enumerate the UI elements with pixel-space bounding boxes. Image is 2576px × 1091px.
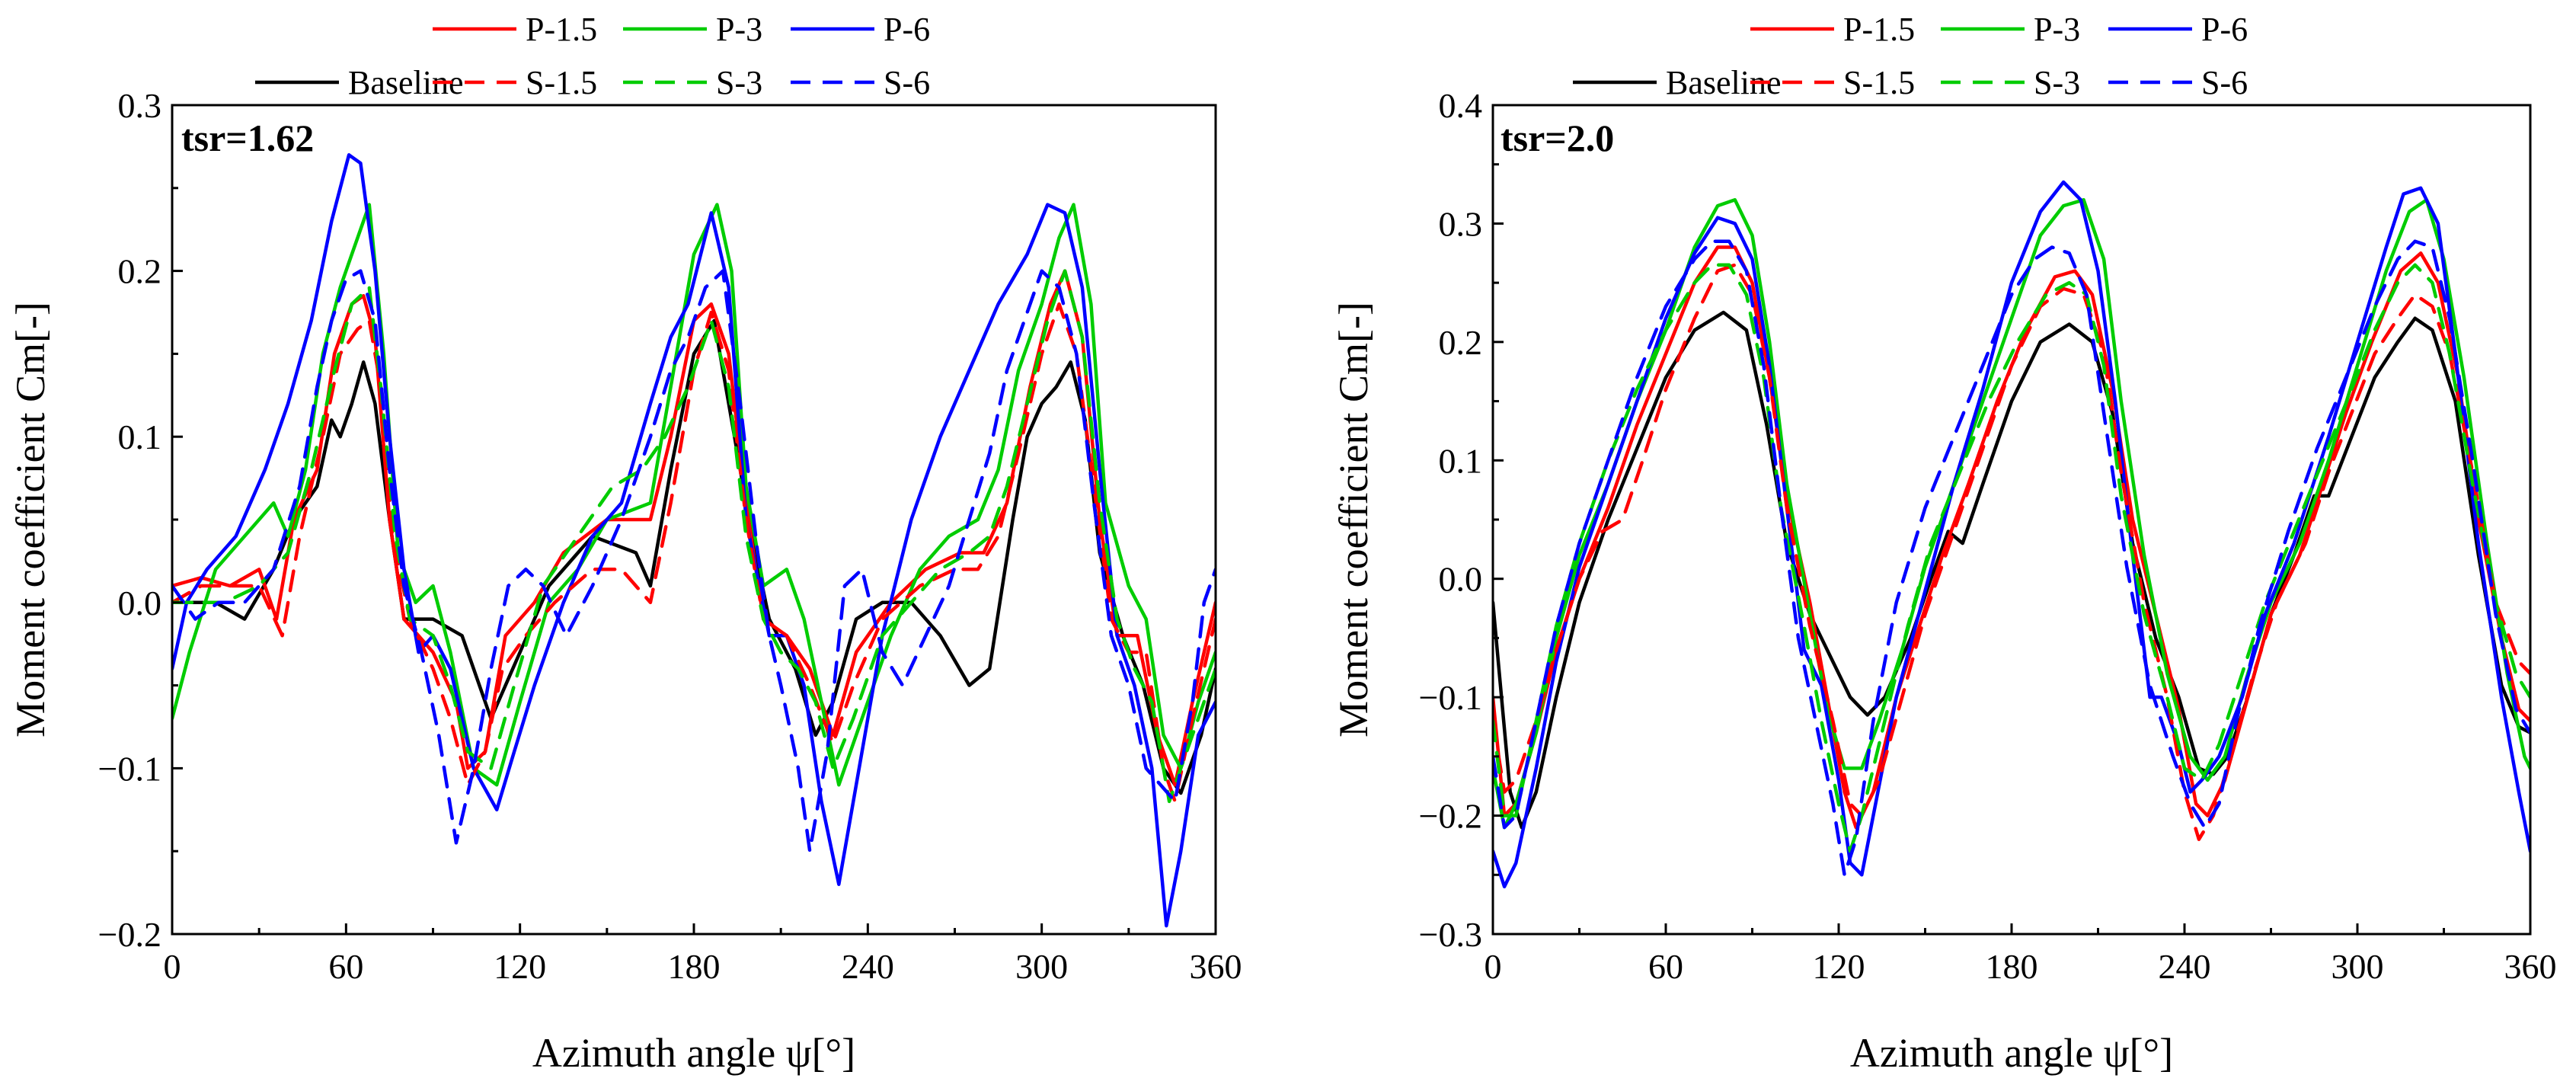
y-tick-label: −0.3	[1419, 915, 1482, 954]
x-tick-label: 300	[2332, 947, 2384, 986]
series-line-s-6	[172, 269, 1216, 853]
legend-label: S-3	[716, 64, 762, 101]
y-tick-label: −0.1	[1419, 678, 1482, 717]
series-group	[1493, 180, 2530, 889]
series-line-s-3	[172, 269, 1216, 804]
legend-item-s-6: S-6	[791, 64, 930, 101]
series-line-s-1-5	[1493, 263, 2530, 841]
legend-label: P-3	[2034, 11, 2080, 48]
y-tick-label: −0.2	[98, 915, 161, 954]
x-tick-label: 360	[1190, 947, 1242, 986]
legend-item-baseline: Baseline	[1573, 64, 1782, 101]
series-line-p-1-5	[1493, 245, 2530, 830]
x-tick-label: 0	[164, 947, 181, 986]
plot-frame	[1491, 104, 2532, 936]
x-axis-label: Azimuth angle ψ[°]	[532, 1030, 855, 1076]
series-line-baseline	[172, 318, 1216, 795]
legend-label: S-6	[2201, 64, 2248, 101]
x-tick-label: 180	[1986, 947, 2038, 986]
x-tick-label: 240	[2159, 947, 2211, 986]
tsr-annotation: tsr=2.0	[1501, 117, 1614, 159]
y-tick-label: −0.1	[98, 749, 161, 788]
y-tick-label: 0.4	[1439, 86, 1483, 125]
y-tick-label: 0.2	[118, 252, 162, 291]
series-group	[172, 153, 1216, 928]
legend-item-s-1-5: S-1.5	[1750, 64, 1915, 101]
legend-item-p-1-5: P-1.5	[1750, 11, 1915, 48]
x-tick-label: 60	[328, 947, 363, 986]
series-line-p-6	[1493, 180, 2530, 889]
legend-item-baseline: Baseline	[255, 64, 464, 101]
legend-item-p-3: P-3	[623, 11, 762, 48]
legend-label: S-1.5	[526, 64, 597, 101]
x-tick-label: 0	[1485, 947, 1502, 986]
tsr-annotation: tsr=1.62	[181, 117, 314, 159]
chart-panel-tsr-1-62: 0 60 120 180 240 300 360 −0.2 −0.1 0.0 0.1 0.2 0.3 Az…	[8, 11, 1242, 1076]
x-tick-label: 240	[842, 947, 894, 986]
legend-label: S-3	[2034, 64, 2080, 101]
x-tick-label: 300	[1015, 947, 1068, 986]
legend-label: P-6	[2201, 11, 2248, 48]
legend: P-1.5 P-3 P-6 Baseline S-1.5 S-3 S-6	[255, 11, 930, 101]
x-axis-label: Azimuth angle ψ[°]	[1850, 1030, 2173, 1076]
x-tick-label: 60	[1648, 947, 1683, 986]
legend-label: P-1.5	[526, 11, 597, 48]
chart-panel-tsr-2-0: 0 60 120 180 240 300 360 −0.3 −0.2 −0.1 0.0 0.1 0.2 0…	[1331, 11, 2557, 1076]
y-tick-label: 0.3	[118, 86, 162, 125]
y-axis-label: Moment coefficient Cm[-]	[1331, 302, 1376, 737]
x-tick-label: 120	[494, 947, 546, 986]
y-axis-label: Moment coefficient Cm[-]	[8, 302, 53, 737]
series-line-s-6	[1493, 239, 2530, 877]
legend-label: P-6	[884, 11, 930, 48]
series-line-p-3	[172, 203, 1216, 787]
y-tick-label: 0.0	[118, 584, 162, 622]
x-tick-label: 180	[668, 947, 721, 986]
series-line-baseline	[1493, 310, 2530, 830]
legend-item-p-6: P-6	[2108, 11, 2248, 48]
legend-item-s-6: S-6	[2108, 64, 2248, 101]
x-tick-label: 360	[2504, 947, 2557, 986]
legend-item-p-6: P-6	[791, 11, 930, 48]
legend-label: P-1.5	[1843, 11, 1915, 48]
y-tick-label: 0.1	[118, 418, 162, 456]
y-tick-label: −0.2	[1419, 797, 1482, 836]
series-line-p-6	[172, 153, 1216, 928]
legend-label: P-3	[716, 11, 762, 48]
y-tick-label: 0.0	[1439, 560, 1483, 599]
legend-item-p-1-5: P-1.5	[433, 11, 597, 48]
legend: P-1.5 P-3 P-6 Baseline S-1.5 S-3 S-6	[1573, 11, 2248, 101]
legend-label: S-6	[884, 64, 930, 101]
legend-item-s-1-5: S-1.5	[433, 64, 597, 101]
x-tick-label: 120	[1813, 947, 1865, 986]
y-tick-label: 0.2	[1439, 323, 1483, 362]
legend-item-s-3: S-3	[623, 64, 762, 101]
series-line-s-3	[1493, 263, 2530, 853]
legend-item-p-3: P-3	[1941, 11, 2080, 48]
y-tick-label: 0.3	[1439, 204, 1483, 243]
series-line-p-1-5	[172, 269, 1216, 787]
legend-item-s-3: S-3	[1941, 64, 2080, 101]
legend-label: S-1.5	[1843, 64, 1915, 101]
y-tick-label: 0.1	[1439, 441, 1483, 480]
